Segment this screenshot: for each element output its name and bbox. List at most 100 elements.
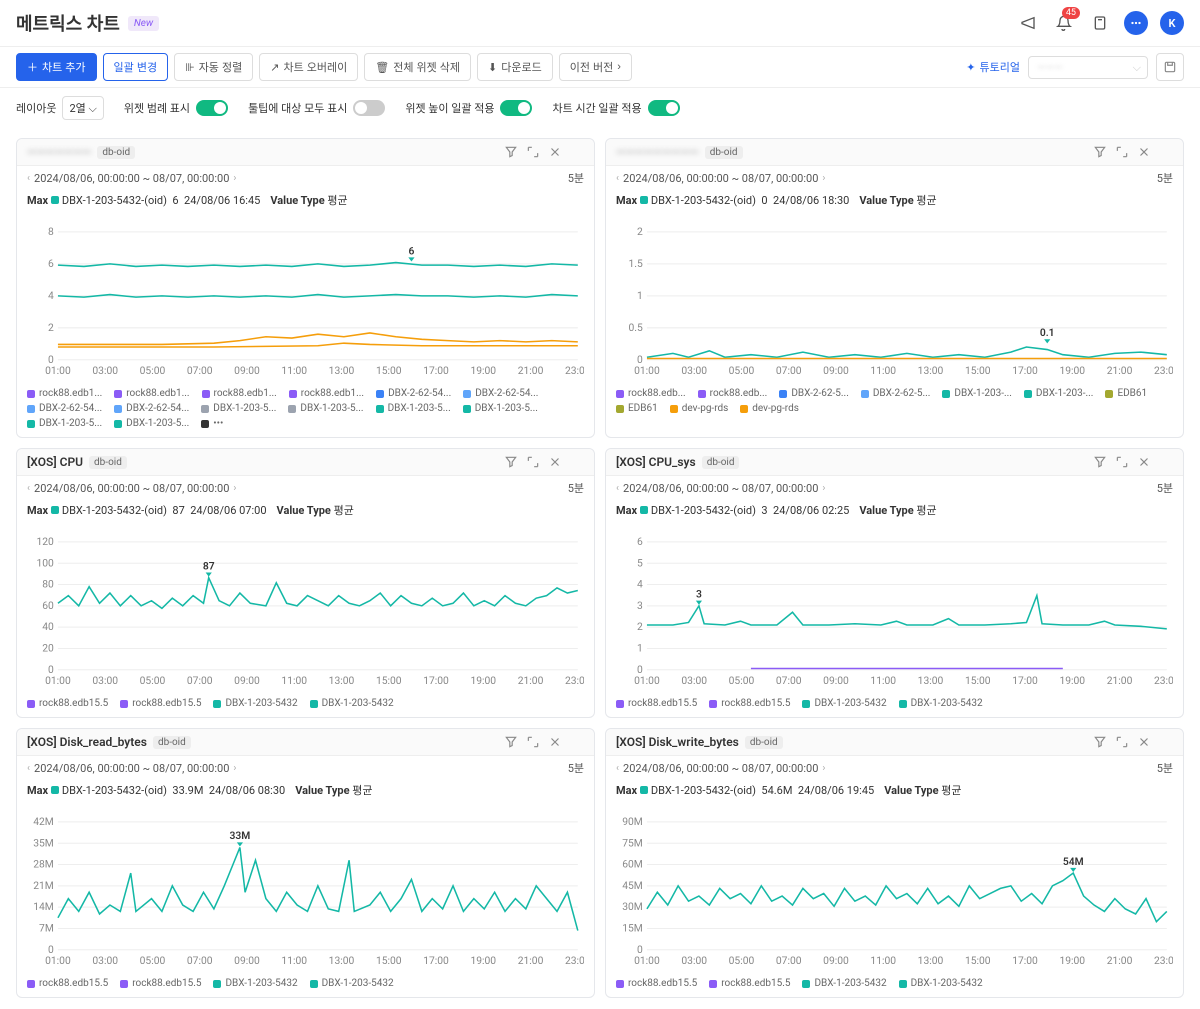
svg-text:11:00: 11:00 bbox=[281, 364, 307, 377]
download-button[interactable]: ⬇다운로드 bbox=[477, 53, 553, 81]
filter-icon[interactable] bbox=[504, 455, 518, 469]
legend-item[interactable]: DBX-1-203-5... bbox=[376, 403, 451, 414]
legend-item[interactable]: rock88.edb... bbox=[698, 388, 768, 399]
more-icon[interactable] bbox=[1159, 145, 1173, 159]
legend-item[interactable]: DBX-1-203-5... bbox=[288, 403, 363, 414]
filter-icon[interactable] bbox=[504, 735, 518, 749]
time-range[interactable]: ‹2024/08/06, 00:00:00 ~ 08/07, 00:00:00› bbox=[616, 482, 825, 495]
more-icon[interactable] bbox=[570, 145, 584, 159]
height-uniform-toggle[interactable] bbox=[500, 100, 532, 116]
time-uniform-toggle[interactable] bbox=[648, 100, 680, 116]
legend-item[interactable]: rock88.edb1... bbox=[202, 388, 277, 399]
legend-item[interactable]: rock88.edb... bbox=[616, 388, 686, 399]
interval-label[interactable]: 5분 bbox=[568, 480, 584, 496]
svg-text:07:00: 07:00 bbox=[187, 954, 213, 967]
legend-item[interactable]: rock88.edb1... bbox=[27, 388, 102, 399]
interval-label[interactable]: 5분 bbox=[568, 170, 584, 186]
expand-icon[interactable] bbox=[1115, 145, 1129, 159]
batch-change-button[interactable]: 일괄 변경 bbox=[103, 53, 169, 81]
expand-icon[interactable] bbox=[526, 455, 540, 469]
filter-icon[interactable] bbox=[504, 145, 518, 159]
filter-icon[interactable] bbox=[1093, 145, 1107, 159]
legend-item[interactable]: DBX-1-203-5... bbox=[27, 418, 102, 429]
widget-legend-toggle[interactable] bbox=[196, 100, 228, 116]
legend-item[interactable]: DBX-1-203-5432 bbox=[213, 698, 297, 709]
legend-item[interactable]: DBX-2-62-54... bbox=[114, 403, 189, 414]
more-icon[interactable] bbox=[570, 455, 584, 469]
expand-icon[interactable] bbox=[526, 735, 540, 749]
expand-icon[interactable] bbox=[526, 145, 540, 159]
svg-text:05:00: 05:00 bbox=[729, 954, 755, 967]
interval-label[interactable]: 5분 bbox=[1157, 760, 1173, 776]
layout-select[interactable]: 2열 ⌵ bbox=[62, 96, 103, 120]
legend-item[interactable]: rock88.edb15.5 bbox=[120, 698, 201, 709]
delete-icon[interactable] bbox=[548, 145, 562, 159]
legend-item[interactable]: DBX-1-203-5432 bbox=[310, 978, 394, 989]
prev-version-button[interactable]: 이전 버전› bbox=[559, 53, 632, 81]
legend-item[interactable]: DBX-1-203-5432 bbox=[310, 698, 394, 709]
legend-item[interactable]: DBX-2-62-54... bbox=[463, 388, 538, 399]
legend-item[interactable]: ••• bbox=[201, 418, 223, 429]
legend-item[interactable]: DBX-1-203-5432 bbox=[802, 698, 886, 709]
interval-label[interactable]: 5분 bbox=[568, 760, 584, 776]
bell-icon[interactable]: 45 bbox=[1052, 11, 1076, 35]
add-chart-button[interactable]: ＋차트 추가 bbox=[16, 53, 97, 81]
delete-icon[interactable] bbox=[1137, 455, 1151, 469]
delete-icon[interactable] bbox=[1137, 145, 1151, 159]
time-range[interactable]: ‹2024/08/06, 00:00:00 ~ 08/07, 00:00:00› bbox=[616, 762, 825, 775]
legend-item[interactable]: DBX-1-203-... bbox=[942, 388, 1012, 399]
chart-overlay-button[interactable]: ↗차트 오버레이 bbox=[259, 53, 358, 81]
delete-icon[interactable] bbox=[548, 455, 562, 469]
legend-item[interactable]: DBX-1-203-5432 bbox=[899, 978, 983, 989]
legend-item[interactable]: rock88.edb1... bbox=[114, 388, 189, 399]
legend-item[interactable]: DBX-1-203-5432 bbox=[213, 978, 297, 989]
legend-item[interactable]: rock88.edb1... bbox=[289, 388, 364, 399]
legend-item[interactable]: rock88.edb15.5 bbox=[616, 698, 697, 709]
legend-item[interactable]: dev-pg-rds bbox=[740, 403, 799, 414]
project-select[interactable]: ———⌵ bbox=[1028, 56, 1148, 79]
time-range[interactable]: ‹2024/08/06, 00:00:00 ~ 08/07, 00:00:00› bbox=[616, 172, 825, 185]
legend-item[interactable]: dev-pg-rds bbox=[670, 403, 729, 414]
interval-label[interactable]: 5분 bbox=[1157, 480, 1173, 496]
legend-item[interactable]: DBX-2-62-54... bbox=[27, 403, 102, 414]
chat-icon[interactable] bbox=[1124, 11, 1148, 35]
tooltip-all-toggle[interactable] bbox=[353, 100, 385, 116]
legend-item[interactable]: DBX-1-203-5432 bbox=[899, 698, 983, 709]
legend-item[interactable]: rock88.edb15.5 bbox=[27, 698, 108, 709]
legend-item[interactable]: EDB61 bbox=[616, 403, 658, 414]
time-range[interactable]: ‹2024/08/06, 00:00:00 ~ 08/07, 00:00:00› bbox=[27, 762, 236, 775]
delete-icon[interactable] bbox=[548, 735, 562, 749]
tutorial-link[interactable]: ✦튜토리얼 bbox=[966, 59, 1020, 75]
legend-item[interactable]: DBX-1-203-5... bbox=[201, 403, 276, 414]
save-layout-button[interactable] bbox=[1156, 53, 1184, 81]
legend-item[interactable]: DBX-2-62-5... bbox=[779, 388, 849, 399]
more-icon[interactable] bbox=[1159, 455, 1173, 469]
legend-item[interactable]: DBX-2-62-54... bbox=[376, 388, 451, 399]
legend-item[interactable]: rock88.edb15.5 bbox=[27, 978, 108, 989]
announce-icon[interactable] bbox=[1016, 11, 1040, 35]
auto-align-button[interactable]: ⊪자동 정렬 bbox=[174, 53, 253, 81]
expand-icon[interactable] bbox=[1115, 735, 1129, 749]
more-icon[interactable] bbox=[1159, 735, 1173, 749]
legend-item[interactable]: rock88.edb15.5 bbox=[616, 978, 697, 989]
filter-icon[interactable] bbox=[1093, 455, 1107, 469]
delete-all-widgets-button[interactable]: 🗑전체 위젯 삭제 bbox=[364, 53, 471, 81]
legend-item[interactable]: DBX-1-203-5... bbox=[463, 403, 538, 414]
legend-item[interactable]: DBX-1-203-5432 bbox=[802, 978, 886, 989]
avatar[interactable]: K bbox=[1160, 11, 1184, 35]
delete-icon[interactable] bbox=[1137, 735, 1151, 749]
interval-label[interactable]: 5분 bbox=[1157, 170, 1173, 186]
time-range[interactable]: ‹2024/08/06, 00:00:00 ~ 08/07, 00:00:00› bbox=[27, 172, 236, 185]
legend-item[interactable]: EDB61 bbox=[1105, 388, 1147, 399]
time-range[interactable]: ‹2024/08/06, 00:00:00 ~ 08/07, 00:00:00› bbox=[27, 482, 236, 495]
legend-item[interactable]: rock88.edb15.5 bbox=[120, 978, 201, 989]
legend-item[interactable]: DBX-1-203-5... bbox=[114, 418, 189, 429]
legend-item[interactable]: DBX-1-203-... bbox=[1024, 388, 1094, 399]
filter-icon[interactable] bbox=[1093, 735, 1107, 749]
clipboard-icon[interactable] bbox=[1088, 11, 1112, 35]
expand-icon[interactable] bbox=[1115, 455, 1129, 469]
legend-item[interactable]: DBX-2-62-5... bbox=[861, 388, 931, 399]
legend-item[interactable]: rock88.edb15.5 bbox=[709, 698, 790, 709]
more-icon[interactable] bbox=[570, 735, 584, 749]
legend-item[interactable]: rock88.edb15.5 bbox=[709, 978, 790, 989]
